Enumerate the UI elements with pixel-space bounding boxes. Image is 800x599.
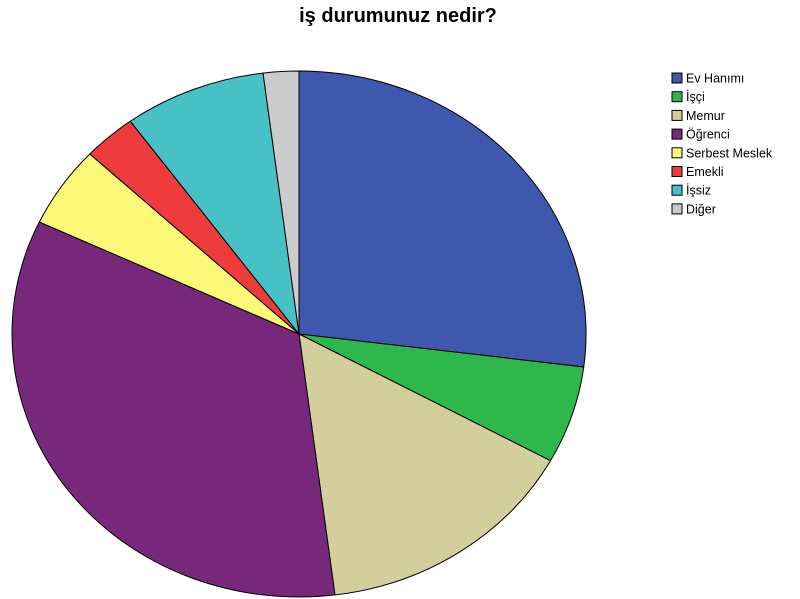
legend-swatch-7 <box>671 203 683 215</box>
legend-swatch-0 <box>671 72 683 84</box>
pie-slice-7 <box>262 70 300 335</box>
legend-label-0: Ev Hanımı <box>686 72 744 86</box>
pie-slices <box>11 70 587 598</box>
legend-swatch-3 <box>671 128 683 140</box>
chart-title: iş durumunuz nedir? <box>299 5 497 27</box>
legend-label-1: İşçi <box>686 90 705 104</box>
legend-swatch-4 <box>671 147 683 159</box>
pie-slice-2 <box>298 333 552 596</box>
legend-swatch-6 <box>671 184 683 196</box>
legend-label-2: Memur <box>686 109 725 123</box>
legend-swatch-5 <box>671 166 683 177</box>
legend-label-6: İşsiz <box>686 184 711 198</box>
pie-slice-6 <box>129 72 300 336</box>
legend-swatch-2 <box>671 109 683 121</box>
legend-label-4: Serbest Meslek <box>686 146 773 160</box>
legend: Ev Hanımı İşçi Memur Öğrenci Serbest Meslek E… <box>671 72 773 216</box>
legend-label-5: Emekli <box>686 165 724 179</box>
legend-label-7: Diğer <box>686 202 716 216</box>
pie-slice-3 <box>11 221 336 598</box>
legend-swatch-1 <box>671 91 683 103</box>
pie-slice-0 <box>298 70 587 368</box>
legend-label-3: Öğrenci <box>686 128 730 142</box>
